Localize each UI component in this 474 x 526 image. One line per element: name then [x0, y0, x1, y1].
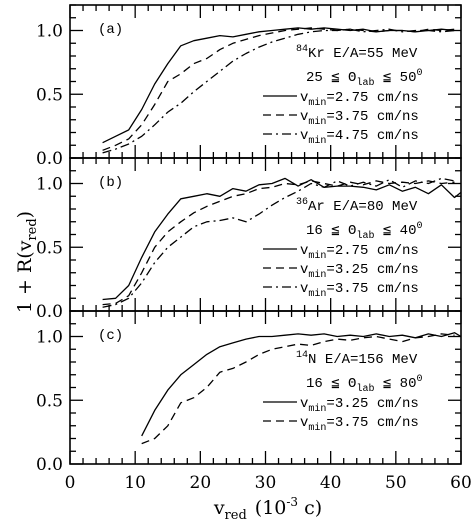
x-tick-label: 60: [450, 473, 472, 493]
legend-v: v: [300, 415, 308, 431]
series-line-dashed: [141, 333, 455, 445]
x-tick-label: 30: [255, 473, 277, 493]
legend-v-sub: min: [308, 403, 326, 415]
angle-sub: lab: [356, 383, 374, 395]
legend-v-sub: min: [308, 250, 326, 262]
legend-value: =2.75 cm/ns: [326, 243, 418, 259]
legend-v-sub: min: [308, 288, 326, 300]
x-tick-label: 50: [385, 473, 407, 493]
legend-v: v: [300, 90, 308, 106]
x-axis-title-close: c): [298, 497, 322, 519]
legend-entry: vmin=3.75 cm/ns: [300, 281, 419, 300]
legend-value: =3.75 cm/ns: [326, 415, 418, 431]
panel-2: 0.0 0.5 1.0 (b) 36Ar E/A=80 MeV 16 ≦ Θlab ≦ 4…: [36, 157, 462, 322]
x-axis-title-main: v: [213, 497, 225, 519]
y-tick-label: 0.5: [36, 391, 63, 411]
series-line-dashdot: [102, 28, 455, 154]
y-tick-label: 0.0: [36, 302, 63, 322]
legend-v-sub: min: [308, 116, 326, 128]
legend-v-sub: min: [308, 269, 326, 281]
nucleus-symbol: N: [308, 352, 316, 368]
angle-label: 16 ≦ Θlab ≦ 400: [306, 221, 423, 242]
x-tick-label: 10: [124, 473, 146, 493]
angle-high: ≦ 80: [374, 376, 416, 392]
legend-value: =3.25 cm/ns: [326, 396, 418, 412]
panel-label: (a): [98, 22, 123, 38]
angle-label: 16 ≦ Θlab ≦ 800: [306, 374, 423, 395]
reaction-label: 14N E/A=156 MeV: [296, 350, 418, 368]
legend-entry: vmin=3.25 cm/ns: [300, 396, 419, 415]
legend-entry: vmin=2.75 cm/ns: [300, 90, 419, 109]
panel-label: (c): [98, 328, 123, 344]
y-axis-title-close: ): [14, 211, 36, 218]
angle-high: ≦ 50: [374, 70, 416, 86]
legend-value: =3.75 cm/ns: [326, 281, 418, 297]
nucleus-symbol: Kr: [308, 46, 325, 62]
y-tick-label: 0.5: [36, 85, 63, 105]
y-axis-title-sub: red: [25, 218, 40, 240]
nucleus-symbol: Ar: [308, 199, 325, 215]
angle-label: 25 ≦ Θlab ≦ 500: [306, 68, 423, 89]
x-tick-label: 0: [65, 473, 76, 493]
legend-v: v: [300, 109, 308, 125]
x-axis-title-exp: -3: [286, 495, 298, 509]
beam-energy: E/A=80 MeV: [325, 199, 418, 215]
y-tick-label: 1.0: [36, 22, 63, 42]
angle-sub: lab: [356, 230, 374, 242]
y-tick-label: 0.0: [36, 149, 63, 169]
angle-high: ≦ 40: [374, 223, 416, 239]
nucleus-mass: 36: [296, 197, 308, 208]
reaction-label: 36Ar E/A=80 MeV: [296, 197, 418, 215]
y-axis-title: 1 + R(vred): [14, 211, 40, 313]
beam-energy: E/A=55 MeV: [325, 46, 418, 62]
angle-low: 25 ≦ Θ: [306, 70, 356, 86]
legend-entry: vmin=4.75 cm/ns: [300, 128, 419, 147]
legend-v-sub: min: [308, 135, 326, 147]
legend-value: =3.25 cm/ns: [326, 262, 418, 278]
legend-value: =4.75 cm/ns: [326, 128, 418, 144]
panel-label: (b): [98, 175, 123, 191]
panel-1: 0.0 0.5 1.0 (a) 84Kr E/A=55 MeV 25 ≦ Θlab ≦ 5…: [36, 4, 462, 169]
beam-energy: E/A=156 MeV: [316, 352, 417, 368]
angle-low: 16 ≦ Θ: [306, 376, 356, 392]
x-tick-label: 40: [320, 473, 342, 493]
legend-entry: vmin=3.75 cm/ns: [300, 415, 419, 434]
legend-v: v: [300, 281, 308, 297]
angle-degree: 0: [417, 221, 423, 232]
x-tick-label: 20: [190, 473, 212, 493]
y-axis-title-main: 1 + R(v: [14, 240, 36, 313]
legend-v: v: [300, 243, 308, 259]
series-line-solid: [141, 332, 462, 437]
y-tick-label: 1.0: [36, 175, 63, 195]
panel-3: 0.0 0.5 1.0 (c) 14N E/A=156 MeV 16 ≦ Θlab ≦ 8…: [36, 310, 462, 475]
angle-low: 16 ≦ Θ: [306, 223, 356, 239]
legend-v-sub: min: [308, 97, 326, 109]
reaction-label: 84Kr E/A=55 MeV: [296, 44, 418, 62]
angle-degree: 0: [417, 68, 423, 79]
y-tick-label: 0.0: [36, 455, 63, 475]
nucleus-mass: 14: [296, 350, 308, 361]
angle-degree: 0: [417, 374, 423, 385]
y-tick-label: 1.0: [36, 328, 63, 348]
series-line-dashdot: [102, 177, 455, 308]
x-axis-title: vred (10-3 c): [213, 495, 322, 523]
legend-v-sub: min: [308, 422, 326, 434]
legend-entry: vmin=3.25 cm/ns: [300, 262, 419, 281]
angle-sub: lab: [356, 77, 374, 89]
legend-entry: vmin=2.75 cm/ns: [300, 243, 419, 262]
nucleus-mass: 84: [296, 44, 308, 55]
legend-value: =3.75 cm/ns: [326, 109, 418, 125]
x-axis-title-units: (10: [255, 497, 287, 519]
legend-value: =2.75 cm/ns: [326, 90, 418, 106]
legend-v: v: [300, 262, 308, 278]
legend-v: v: [300, 396, 308, 412]
series-line-solid: [102, 177, 462, 301]
y-tick-label: 0.5: [36, 238, 63, 258]
legend-entry: vmin=3.75 cm/ns: [300, 109, 419, 128]
x-axis-title-sub: red: [225, 508, 247, 523]
legend-v: v: [300, 128, 308, 144]
